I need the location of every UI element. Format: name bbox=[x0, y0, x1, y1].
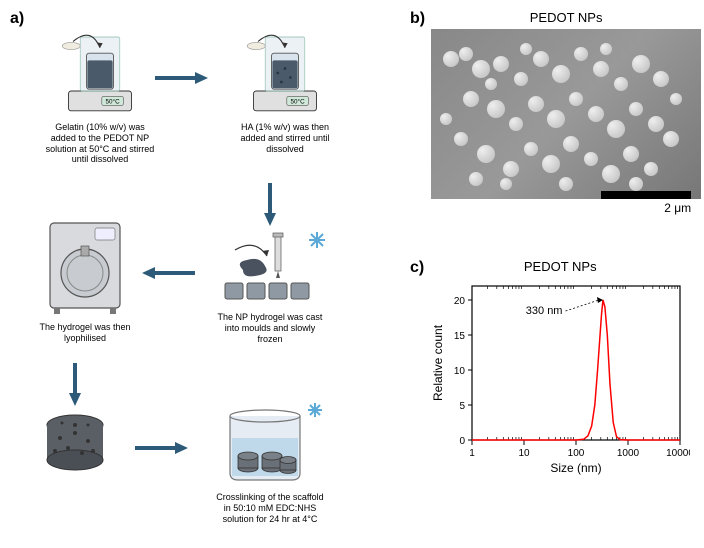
panel-b-label: b) bbox=[410, 10, 425, 28]
arrow-4-5a bbox=[65, 358, 85, 408]
svg-text:1: 1 bbox=[469, 448, 475, 459]
step-gelatin-stir: 50°C Gelatin (10% w/v) was added to the … bbox=[45, 28, 155, 165]
temp-display-1: 50°C bbox=[106, 98, 121, 106]
arrow-1-2 bbox=[150, 68, 210, 88]
svg-text:10000: 10000 bbox=[666, 448, 690, 459]
step5-caption: Crosslinking of the scaffold in 50:10 mM… bbox=[215, 492, 325, 524]
step3-caption: The NP hydrogel was cast into moulds and… bbox=[215, 312, 325, 344]
svg-text:10: 10 bbox=[519, 448, 531, 459]
svg-text:Relative count: Relative count bbox=[431, 324, 445, 401]
step-cast-moulds: The NP hydrogel was cast into moulds and… bbox=[205, 228, 335, 344]
svg-text:1000: 1000 bbox=[617, 448, 640, 459]
arrow-3-4 bbox=[140, 263, 200, 283]
chart-title: PEDOT NPs bbox=[430, 259, 690, 274]
panel-c-label: c) bbox=[410, 259, 424, 277]
svg-text:0: 0 bbox=[460, 436, 466, 447]
step-crosslink: Crosslinking of the scaffold in 50:10 mM… bbox=[210, 398, 330, 524]
sem-image: 2 μm bbox=[431, 29, 701, 229]
svg-text:100: 100 bbox=[568, 448, 585, 459]
svg-text:15: 15 bbox=[454, 331, 466, 342]
arrow-5a-5 bbox=[130, 438, 190, 458]
svg-text:20: 20 bbox=[454, 296, 466, 307]
sem-scalebar bbox=[601, 191, 691, 199]
sem-title: PEDOT NPs bbox=[431, 10, 701, 25]
svg-text:330 nm: 330 nm bbox=[526, 305, 563, 317]
dls-chart: 0 5 10 15 20 1 10 100 1000 10000 Size (nm) Relative… bbox=[430, 276, 690, 476]
svg-text:Size (nm): Size (nm) bbox=[551, 461, 602, 475]
step-lyophilise: The hydrogel was then lyophilised bbox=[30, 218, 140, 344]
svg-text:10: 10 bbox=[454, 366, 466, 377]
sem-scalebar-label: 2 μm bbox=[664, 201, 691, 215]
workflow-diagram: 50°C Gelatin (10% w/v) was added to the … bbox=[10, 28, 390, 538]
temp-display-2: 50°C bbox=[291, 98, 306, 106]
panel-a-label: a) bbox=[10, 10, 24, 27]
step-ha-stir: 50°C HA (1% w/v) was then added and stir… bbox=[230, 28, 340, 154]
scaffold-cylinder bbox=[40, 413, 110, 473]
step4-caption: The hydrogel was then lyophilised bbox=[30, 322, 140, 344]
step2-caption: HA (1% w/v) was then added and stirred u… bbox=[230, 122, 340, 154]
step1-caption: Gelatin (10% w/v) was added to the PEDOT… bbox=[45, 122, 155, 165]
arrow-2-3 bbox=[260, 178, 280, 228]
svg-text:5: 5 bbox=[460, 401, 466, 412]
